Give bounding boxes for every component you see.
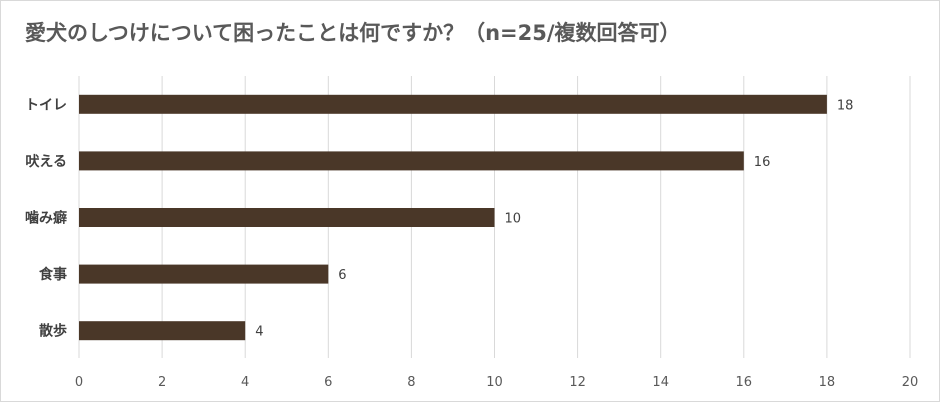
- x-tick-label: 18: [819, 375, 836, 390]
- x-tick-label: 16: [736, 375, 753, 390]
- x-tick-label: 6: [324, 375, 332, 390]
- x-tick-label: 14: [652, 375, 669, 390]
- x-tick-label: 12: [569, 375, 586, 390]
- x-tick-label: 20: [902, 375, 919, 390]
- category-label: 吠える: [25, 154, 67, 170]
- x-tick-label: 0: [75, 375, 83, 390]
- bar: [79, 151, 744, 171]
- labels: 0 2 4 6 8 10 12 14 16 18 20 トイレ 18 吠える 16 噛み癖 10 食事 6 散歩 4: [25, 97, 918, 390]
- data-label: 6: [338, 268, 346, 283]
- x-tick-label: 10: [486, 375, 503, 390]
- data-label: 16: [754, 155, 771, 170]
- bar: [79, 264, 329, 284]
- category-label: 食事: [39, 266, 67, 283]
- bars: [79, 94, 827, 341]
- bar: [79, 208, 495, 227]
- bar: [79, 94, 827, 114]
- bar: [79, 321, 246, 341]
- x-tick-label: 8: [407, 375, 415, 390]
- chart-title: 愛犬のしつけについて困ったことは何ですか？（n=25/複数回答可）: [25, 21, 681, 45]
- data-label: 10: [505, 212, 522, 227]
- category-label: トイレ: [25, 97, 67, 113]
- x-tick-label: 2: [158, 375, 166, 390]
- category-label: 噛み癖: [25, 210, 67, 227]
- data-label: 4: [255, 325, 263, 340]
- data-label: 18: [837, 98, 854, 113]
- category-label: 散歩: [39, 323, 67, 340]
- x-tick-label: 4: [241, 375, 249, 390]
